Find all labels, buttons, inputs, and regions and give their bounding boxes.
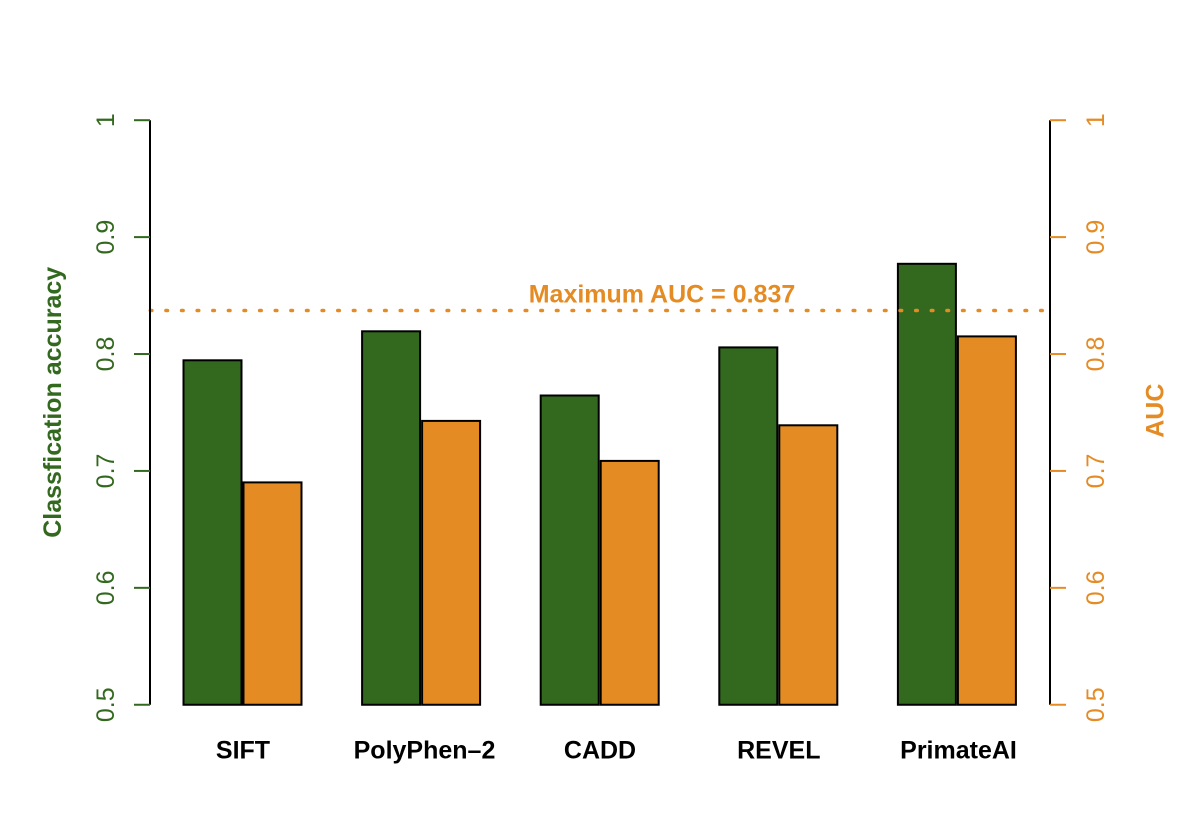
svg-text:0.5: 0.5 bbox=[92, 687, 120, 722]
svg-text:Maximum AUC = 0.837: Maximum AUC = 0.837 bbox=[529, 280, 796, 308]
svg-text:0.8: 0.8 bbox=[1082, 337, 1110, 372]
svg-text:PolyPhen–2: PolyPhen–2 bbox=[354, 736, 496, 764]
svg-text:0.7: 0.7 bbox=[1082, 454, 1110, 489]
svg-text:SIFT: SIFT bbox=[216, 736, 270, 764]
svg-text:0.6: 0.6 bbox=[92, 570, 120, 605]
svg-text:0.5: 0.5 bbox=[1082, 687, 1110, 722]
svg-text:0.8: 0.8 bbox=[92, 337, 120, 372]
svg-text:1: 1 bbox=[92, 113, 120, 127]
svg-text:PrimateAI: PrimateAI bbox=[900, 736, 1017, 764]
svg-text:REVEL: REVEL bbox=[737, 736, 820, 764]
svg-text:AUC: AUC bbox=[1142, 384, 1170, 438]
svg-text:CADD: CADD bbox=[564, 736, 636, 764]
svg-text:Classfication accuracy: Classfication accuracy bbox=[39, 267, 67, 538]
svg-text:0.9: 0.9 bbox=[92, 220, 120, 255]
svg-text:1: 1 bbox=[1082, 113, 1110, 127]
svg-text:0.6: 0.6 bbox=[1082, 570, 1110, 605]
svg-text:0.9: 0.9 bbox=[1082, 220, 1110, 255]
svg-text:0.7: 0.7 bbox=[92, 454, 120, 489]
